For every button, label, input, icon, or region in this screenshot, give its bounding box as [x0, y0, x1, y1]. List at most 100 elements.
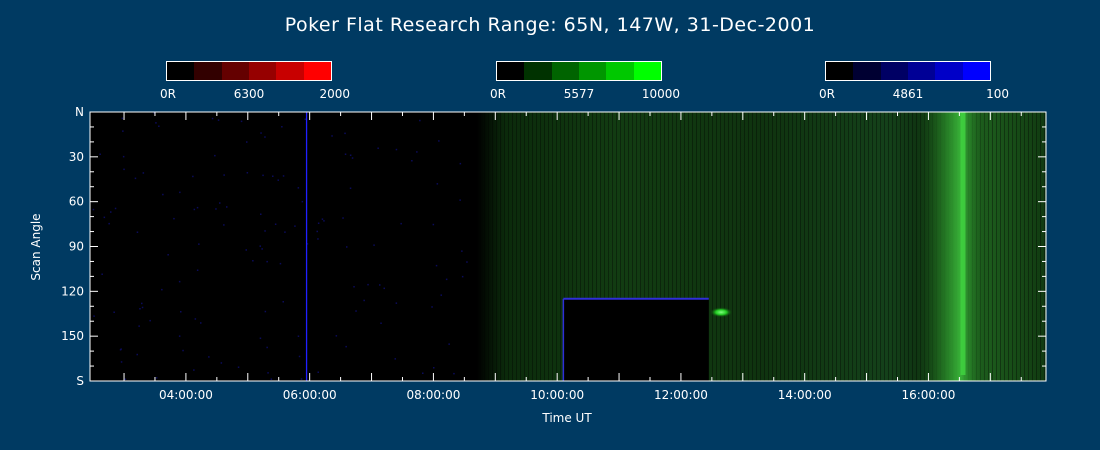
- noise-dot: [279, 262, 282, 265]
- y-tick-label: 30: [69, 150, 84, 164]
- no-data-block: [563, 298, 709, 381]
- noise-dot: [344, 153, 347, 155]
- x-tick-label: 14:00:00: [778, 388, 832, 402]
- noise-dot: [445, 278, 448, 281]
- noise-dot: [237, 366, 240, 368]
- noise-dot: [264, 310, 267, 313]
- noise-dot: [267, 372, 269, 374]
- noise-dot: [139, 308, 141, 310]
- y-tick-label: 90: [69, 240, 84, 254]
- noise-dot: [179, 191, 181, 194]
- noise-dot: [459, 162, 462, 165]
- colorbar-5577-swatch: [524, 62, 552, 80]
- colorbar-4861-swatch: [907, 62, 936, 80]
- noise-dot: [266, 346, 268, 349]
- noise-dot: [264, 230, 266, 232]
- noise-dot: [217, 119, 220, 121]
- colorbar-6300-min-label: 0R: [160, 87, 176, 101]
- noise-dot: [274, 223, 277, 225]
- colorbar-6300-strip: [166, 61, 332, 81]
- noise-dot: [134, 177, 137, 180]
- colorbar-4861-swatch: [826, 62, 854, 80]
- noise-dot: [419, 119, 421, 122]
- noise-dot: [101, 273, 103, 275]
- noise-dot: [266, 260, 268, 263]
- colorbar-5577-swatch: [578, 62, 607, 80]
- colorbar-4861-swatch: [880, 62, 908, 80]
- noise-dot: [262, 174, 264, 177]
- noise-dot: [395, 148, 398, 151]
- noise-dot: [138, 325, 140, 327]
- noise-dot: [383, 287, 385, 290]
- colorbar-4861-max-label: 100: [986, 87, 1009, 101]
- noise-dot: [400, 222, 402, 225]
- y-tick-label: 60: [69, 195, 84, 209]
- colorbar-6300: 0R 6300 2000: [160, 61, 350, 101]
- noise-dot: [103, 216, 106, 219]
- bright-green-spot: [710, 307, 733, 318]
- noise-dot: [214, 154, 216, 157]
- noise-dot: [435, 264, 438, 267]
- noise-dot: [440, 294, 442, 296]
- colorbar-5577-name-label: 5577: [563, 87, 595, 101]
- noise-dot: [323, 220, 325, 222]
- noise-dot: [355, 310, 357, 312]
- noise-dot: [136, 353, 138, 356]
- colorbar-6300-swatch: [276, 62, 304, 80]
- noise-dot: [438, 140, 440, 142]
- noise-dot: [453, 372, 455, 375]
- x-tick-label: 16:00:00: [901, 388, 955, 402]
- y-tick-label: 150: [61, 329, 84, 343]
- noise-dot: [394, 358, 396, 360]
- noise-dot: [448, 343, 450, 345]
- noise-dot: [379, 284, 381, 286]
- noise-dot: [436, 183, 439, 185]
- noise-dot: [335, 335, 338, 337]
- noise-dot: [317, 222, 320, 224]
- y-tick-label: S: [76, 374, 84, 388]
- noise-dot: [123, 168, 125, 171]
- noise-dot: [373, 244, 375, 246]
- noise-dot: [149, 319, 151, 322]
- noise-dot: [345, 345, 347, 348]
- y-tick-label: N: [75, 105, 84, 119]
- noise-dot: [344, 132, 346, 135]
- noise-dot: [461, 250, 463, 252]
- noise-dot: [220, 362, 223, 364]
- noise-dot: [294, 225, 296, 227]
- noise-dot: [178, 280, 181, 283]
- noise-dot: [422, 372, 424, 374]
- colorbar-6300-name-label: 6300: [233, 87, 265, 101]
- noise-dot: [351, 157, 354, 159]
- noise-dot: [182, 349, 184, 352]
- noise-dot: [459, 199, 461, 201]
- bright-band-core: [960, 112, 966, 375]
- colorbar-4861-name-label: 4861: [892, 87, 924, 101]
- noise-dot: [158, 125, 160, 127]
- noise-dot: [346, 246, 348, 248]
- colorbar-4861-swatch: [935, 62, 963, 80]
- y-axis-label: Scan Angle: [29, 213, 43, 281]
- colorbar-6300-max-label: 2000: [319, 87, 350, 101]
- noise-dot: [162, 193, 164, 196]
- colorbar-5577-swatch: [497, 62, 525, 80]
- x-tick-label: 10:00:00: [530, 388, 584, 402]
- noise-dot: [301, 200, 304, 203]
- noise-dot: [259, 245, 261, 247]
- noise-dot: [193, 208, 196, 211]
- noise-dot: [317, 371, 319, 373]
- noise-dot: [353, 286, 355, 288]
- noise-dot: [108, 222, 110, 225]
- noise-dot: [161, 288, 163, 291]
- noise-dot: [252, 260, 254, 262]
- noise-dot: [282, 301, 284, 303]
- noise-dot: [297, 335, 300, 337]
- noise-dot: [208, 356, 210, 358]
- noise-dot: [120, 361, 123, 363]
- chart-title: Poker Flat Research Range: 65N, 147W, 31…: [284, 14, 816, 36]
- noise-dot: [316, 230, 318, 233]
- noise-dot: [141, 306, 144, 309]
- noise-dot: [284, 231, 286, 233]
- noise-dot: [260, 132, 262, 134]
